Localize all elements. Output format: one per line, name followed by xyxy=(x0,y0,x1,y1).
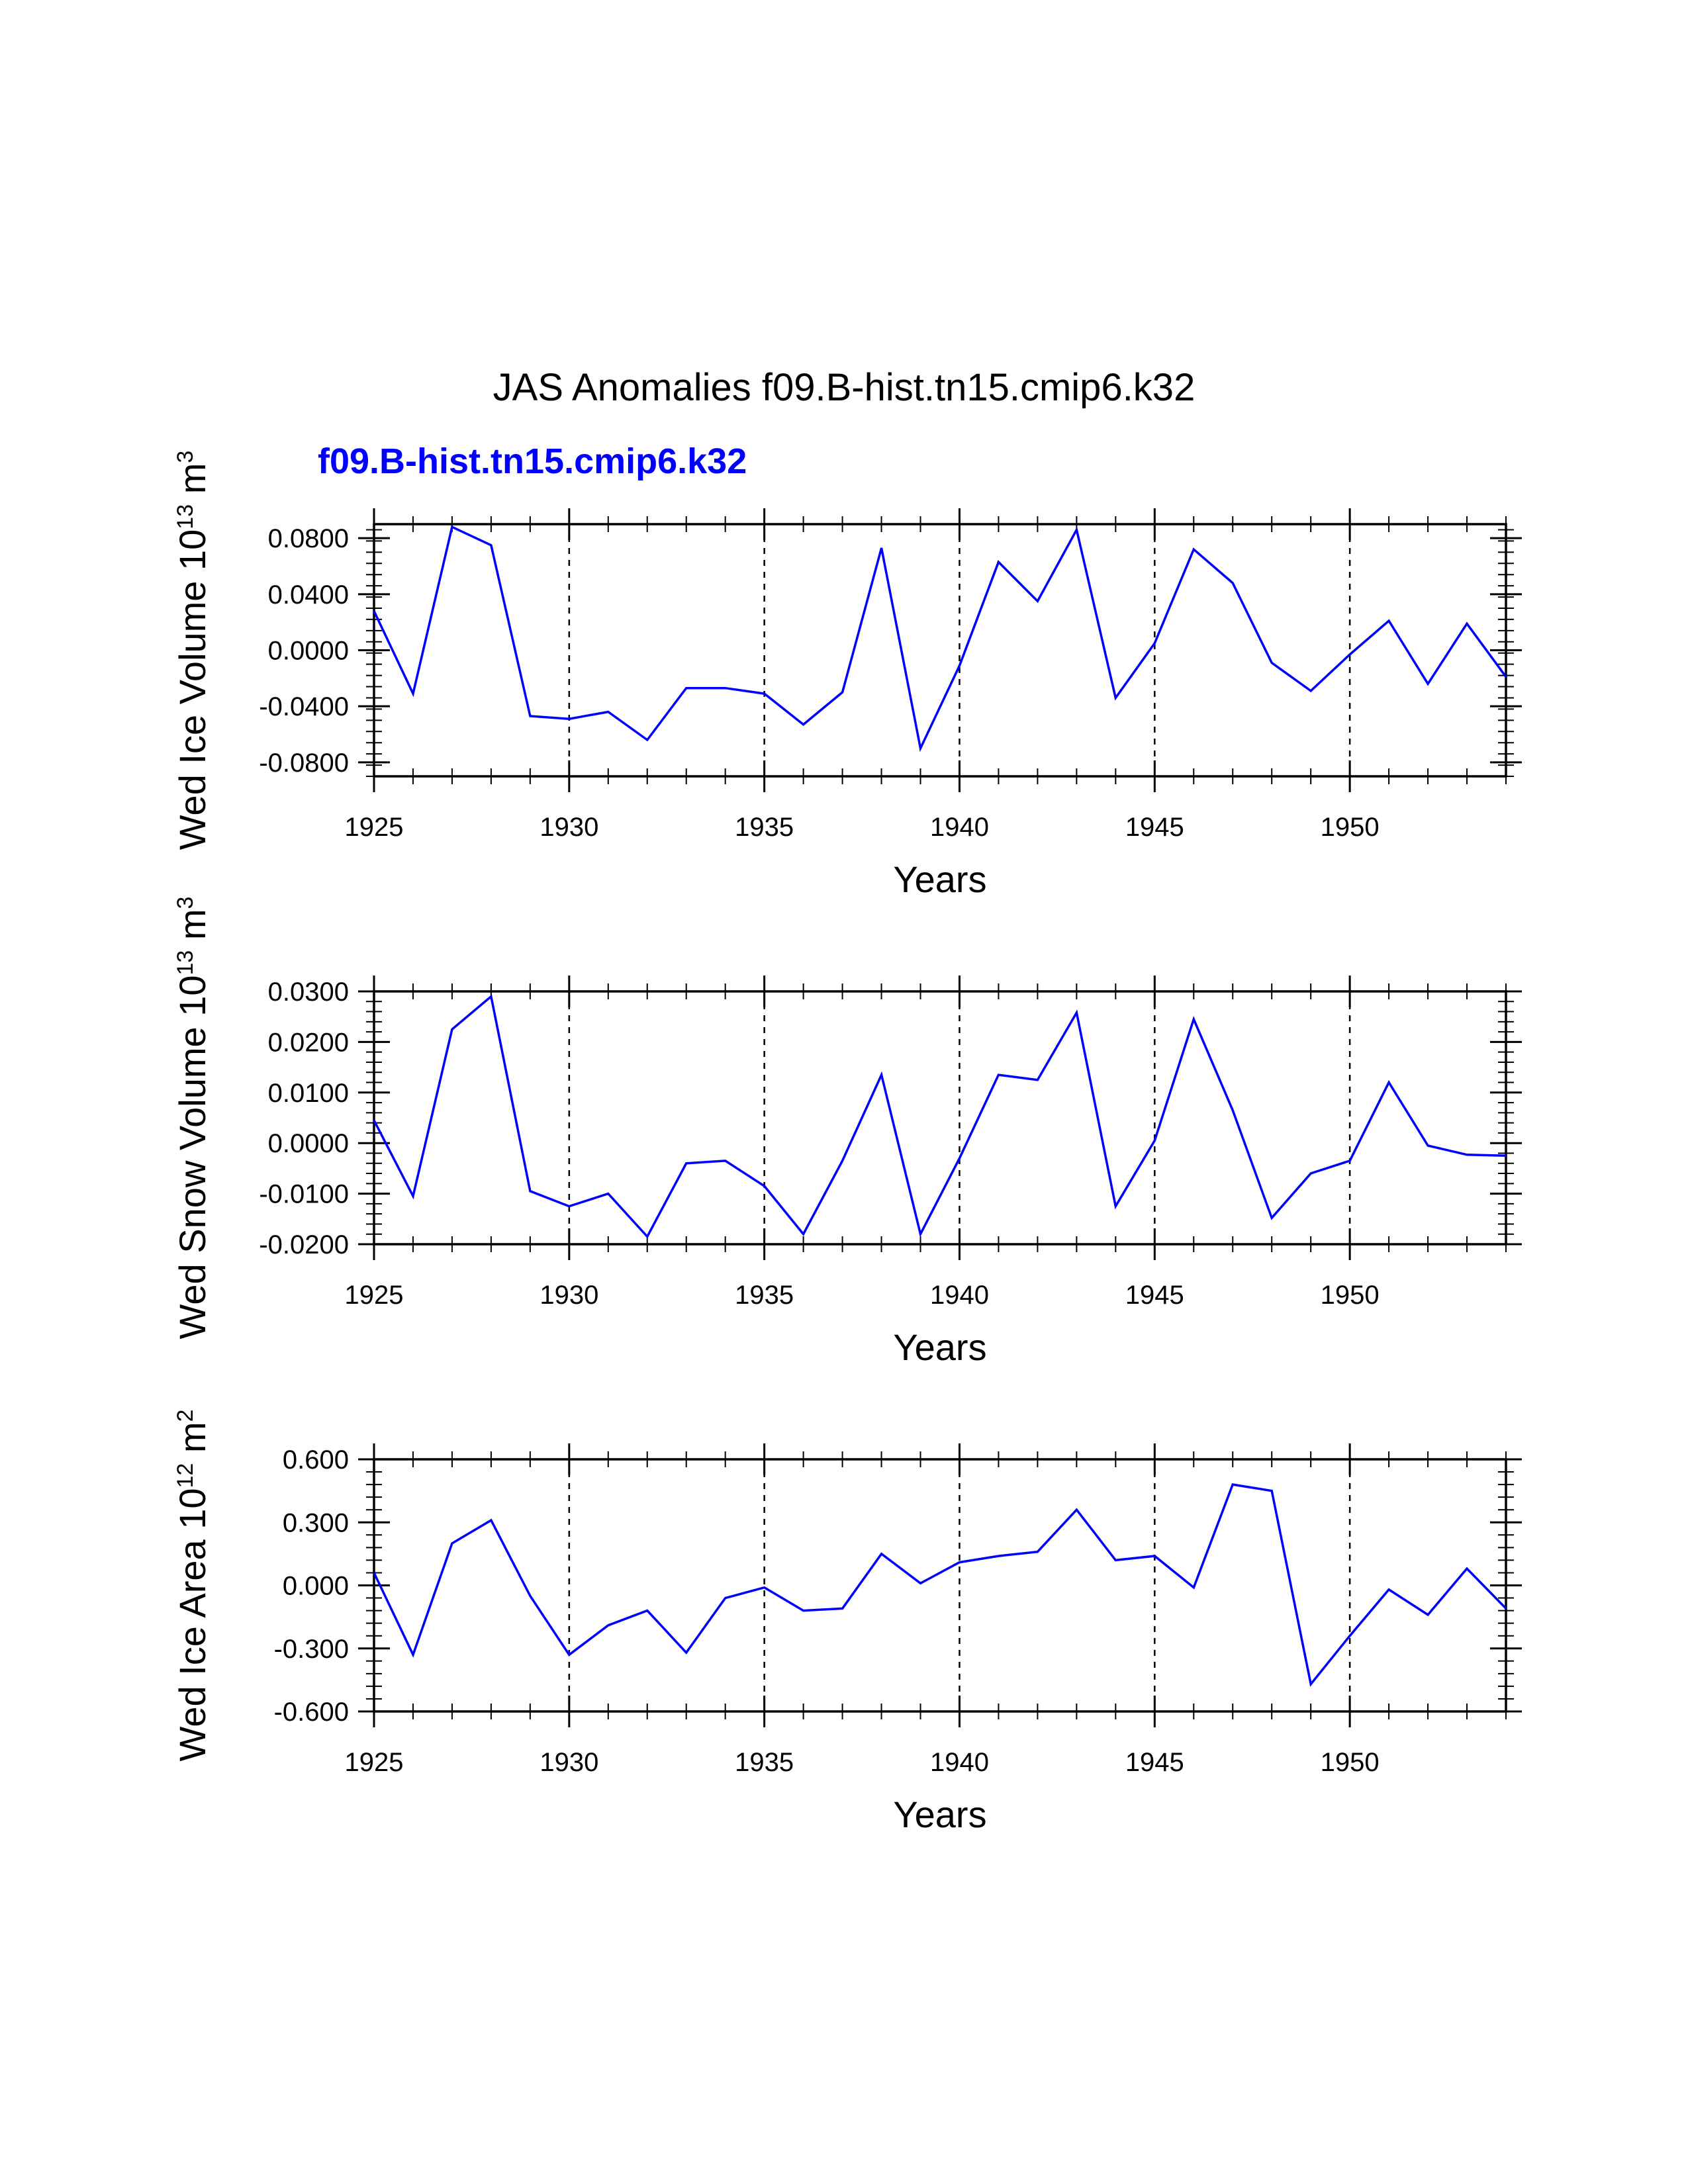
xtick-label: 1930 xyxy=(539,813,598,842)
chart-panel-3: -0.600 -0.300 0.000 0.300 0.600 1925 1930 1935 1… xyxy=(171,1410,1522,1835)
xtick-label: 1945 xyxy=(1125,1281,1184,1310)
xtick-label: 1950 xyxy=(1321,1748,1380,1777)
xtick-label: 1925 xyxy=(345,1748,404,1777)
series-line-1 xyxy=(373,994,1507,1239)
xtick-label: 1925 xyxy=(345,1281,404,1310)
y-axis-title: Wed Ice Area 1012 m2 xyxy=(171,1410,213,1762)
xtick-label: 1950 xyxy=(1321,1281,1380,1310)
ytick-label: -0.0800 xyxy=(259,749,349,778)
series-line-1 xyxy=(373,525,1507,752)
panels-container: -0.0800 -0.0400 0.0000 0.0400 0.0800 1925 1930… xyxy=(171,451,1522,1835)
ytick-label: -0.600 xyxy=(274,1698,349,1727)
y-axis-title-text: Wed Ice Area 10 xyxy=(171,1488,213,1761)
ytick-label: 0.600 xyxy=(283,1445,349,1475)
xtick-label: 1930 xyxy=(539,1281,598,1310)
xtick-label: 1945 xyxy=(1125,813,1184,842)
ytick-label: -0.0100 xyxy=(259,1180,349,1209)
subtitle: f09.B-hist.tn15.cmip6.k32 xyxy=(318,441,747,481)
chart-panel-1: -0.0800 -0.0400 0.0000 0.0400 0.0800 1925 1930… xyxy=(171,451,1522,900)
chart-panel-2: -0.0200 -0.0100 0.0000 0.0100 0.0200 0.0300 19… xyxy=(171,897,1522,1368)
y-axis-title-text: m xyxy=(171,463,213,504)
ytick-label: 0.0000 xyxy=(268,1129,349,1158)
ytick-label: 0.0800 xyxy=(268,524,349,553)
ytick-label: 0.0300 xyxy=(268,978,349,1007)
x-axis-title: Years xyxy=(893,1794,986,1835)
x-axis-title: Years xyxy=(893,1326,986,1368)
plot-frame xyxy=(373,990,1507,1246)
x-axis-title: Years xyxy=(893,858,986,900)
y-axis-title-superscript: 12 xyxy=(173,1463,198,1488)
y-axis-title-superscript: 3 xyxy=(173,897,198,909)
y-axis-title-superscript: 13 xyxy=(173,950,198,976)
plot-frame xyxy=(373,523,1507,778)
ytick-label: 0.0200 xyxy=(268,1028,349,1057)
y-axis-title: Wed Snow Volume 1013 m3 xyxy=(171,897,213,1340)
y-axis-title-text: m xyxy=(171,1422,213,1463)
ytick-label: 0.0100 xyxy=(268,1079,349,1108)
xtick-label: 1935 xyxy=(735,1281,794,1310)
xtick-label: 1930 xyxy=(539,1748,598,1777)
ytick-label: 0.0400 xyxy=(268,580,349,610)
y-axis-title-superscript: 13 xyxy=(173,504,198,529)
y-axis-title-text: m xyxy=(171,909,213,950)
y-axis-title-text: Wed Ice Volume 10 xyxy=(171,529,213,850)
series-line-1 xyxy=(373,1483,1507,1687)
ytick-label: -0.0200 xyxy=(259,1230,349,1259)
xtick-label: 1935 xyxy=(735,813,794,842)
xtick-label: 1940 xyxy=(930,1748,989,1777)
xtick-label: 1935 xyxy=(735,1748,794,1777)
ytick-label: 0.300 xyxy=(283,1508,349,1537)
xtick-label: 1925 xyxy=(345,813,404,842)
xtick-label: 1940 xyxy=(930,1281,989,1310)
xtick-label: 1950 xyxy=(1321,813,1380,842)
ytick-label: 0.0000 xyxy=(268,637,349,666)
ytick-label: -0.0400 xyxy=(259,692,349,721)
ytick-label: 0.000 xyxy=(283,1572,349,1601)
y-axis-title: Wed Ice Volume 1013 m3 xyxy=(171,451,213,850)
plot-frame xyxy=(373,1458,1507,1713)
ytick-label: -0.300 xyxy=(274,1635,349,1664)
xtick-label: 1940 xyxy=(930,813,989,842)
y-axis-title-text: Wed Snow Volume 10 xyxy=(171,976,213,1340)
xtick-label: 1945 xyxy=(1125,1748,1184,1777)
main-title: JAS Anomalies f09.B-hist.tn15.cmip6.k32 xyxy=(493,366,1196,409)
y-axis-title-superscript: 2 xyxy=(173,1410,198,1422)
y-axis-title-superscript: 3 xyxy=(173,451,198,463)
